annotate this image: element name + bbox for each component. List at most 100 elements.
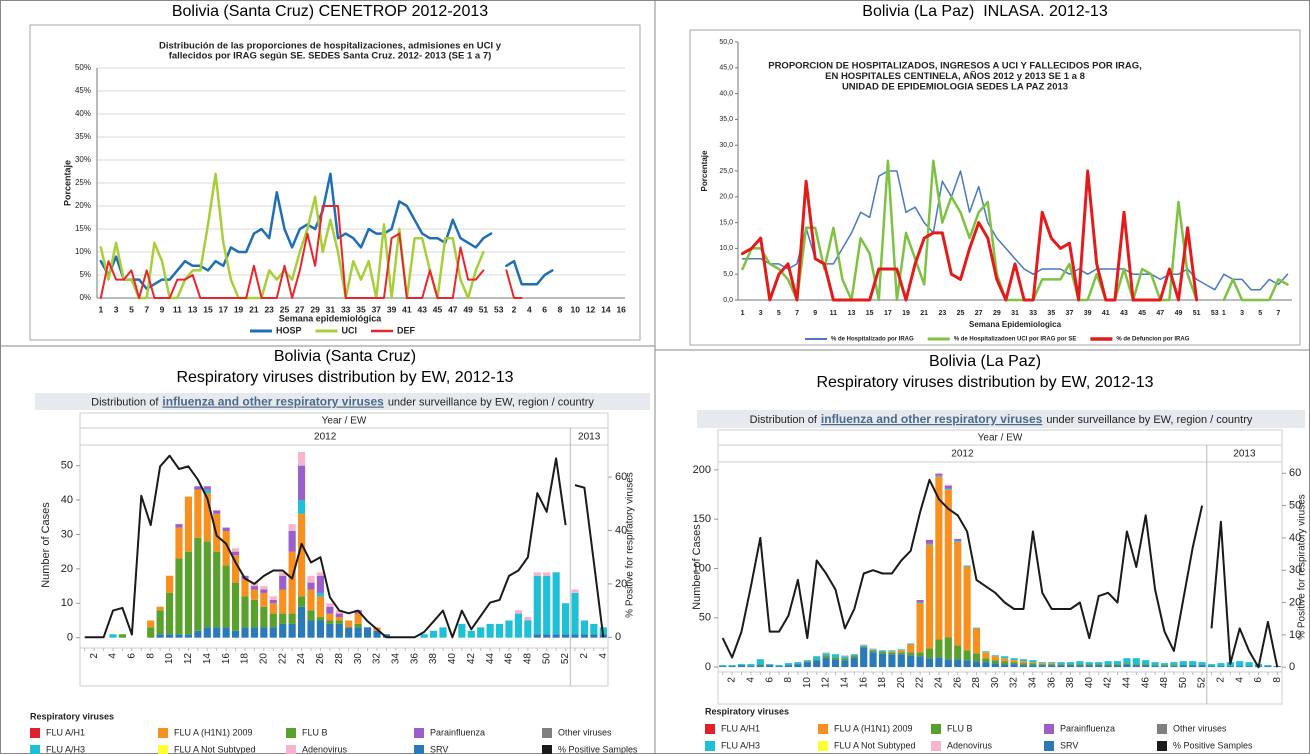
bar-segment <box>269 596 277 600</box>
bar-segment <box>1132 665 1140 668</box>
x-tick-label: 23 <box>264 304 274 314</box>
year-header <box>79 412 609 446</box>
y2-tick-label: 60 <box>1289 467 1301 479</box>
y2-tick-label: 20 <box>1289 596 1301 608</box>
bar-segment <box>1066 665 1075 668</box>
bar-segment <box>963 565 971 567</box>
x-tick-label: 25 <box>280 304 290 314</box>
bar-segment <box>203 486 211 490</box>
legend-swatch <box>705 724 715 734</box>
bar-segment <box>514 610 523 614</box>
section-label: 2013 <box>1233 449 1256 460</box>
x-tick-label: 44 <box>1122 677 1133 689</box>
bar-segment <box>1264 665 1272 667</box>
banner-link[interactable]: influenza and other respiratory viruses <box>821 412 1043 426</box>
bar-segment <box>345 627 353 638</box>
legend-swatch <box>30 745 40 754</box>
bar-segment <box>1198 665 1206 668</box>
x-tick-label: 43 <box>417 304 427 314</box>
bar-segment <box>1066 662 1075 665</box>
bar-segment <box>316 592 325 597</box>
x-tick-label: 4 <box>1234 677 1245 683</box>
x-tick-label: 9 <box>160 304 165 314</box>
bar-segment <box>184 634 193 638</box>
bar-segment <box>175 558 183 635</box>
bar-segment <box>1029 662 1037 664</box>
x-tick-label: 16 <box>221 653 232 665</box>
x-tick-label: 7 <box>144 304 149 314</box>
legend-label: % de Defuncion por IRAG <box>1116 337 1189 343</box>
bar-segment <box>972 627 981 629</box>
y-tick-label: 25% <box>75 178 91 187</box>
legend-swatch <box>818 741 828 751</box>
x-tick-label: 1 <box>98 304 103 314</box>
bar-segment <box>1207 666 1216 668</box>
bar-segment <box>184 496 193 552</box>
bar-segment <box>897 650 905 653</box>
bar-segment <box>307 589 315 611</box>
x-tick-label: 33 <box>341 304 351 314</box>
bar-segment <box>1001 661 1009 665</box>
bar-segment <box>860 645 868 647</box>
bar-segment <box>165 592 174 635</box>
bar-segment <box>954 538 962 541</box>
bar-segment <box>1029 665 1037 668</box>
bar-segment <box>1123 664 1131 668</box>
bar-segment <box>841 658 849 661</box>
bar-segment <box>963 660 971 668</box>
bar-segment <box>944 489 952 638</box>
bar-segment <box>860 646 868 648</box>
bar-segment <box>561 603 570 635</box>
bar-segment <box>1104 661 1112 665</box>
x-tick-label: 53 <box>494 304 504 314</box>
bar-segment <box>213 551 221 628</box>
x-tick-label: 7 <box>795 310 799 317</box>
legend-label: UCI <box>342 325 358 335</box>
bar-segment <box>728 666 736 668</box>
bar-segment <box>514 613 523 638</box>
bar-segment <box>935 476 943 640</box>
x-tick-label: 39 <box>387 304 397 314</box>
panel-heading: Bolivia (La Paz) INLASA. 2012-13 <box>862 3 1108 20</box>
bar-segment <box>841 656 849 659</box>
bar-segment <box>373 630 381 638</box>
bar-segment <box>580 620 589 635</box>
x-tick-label: 27 <box>295 304 305 314</box>
x-tick-label: 38 <box>428 653 439 665</box>
bar-segment <box>250 627 259 638</box>
x-tick-label: 18 <box>240 653 251 665</box>
banner-text-part: Distribution of <box>750 414 818 426</box>
bar-segment <box>1207 664 1216 667</box>
x-tick-label: 40 <box>447 653 458 665</box>
bar-segment <box>925 543 934 545</box>
bar-segment <box>147 620 155 628</box>
bar-segment <box>747 664 755 667</box>
bar-segment <box>203 493 211 542</box>
banner-link[interactable]: influenza and other respiratory viruses <box>162 395 384 409</box>
bar-segment <box>888 651 896 653</box>
bar-segment <box>831 657 840 660</box>
legend-label: Other viruses <box>1173 723 1227 733</box>
bar-segment <box>1217 663 1225 667</box>
x-tick-label: 40 <box>1084 677 1095 689</box>
bar-segment <box>869 650 877 653</box>
legend-label: % Positive Samples <box>558 744 638 754</box>
bar-segment <box>925 544 934 649</box>
bar-segment <box>1085 662 1093 665</box>
bar-segment <box>935 473 943 476</box>
y-tick-label: 45,0 <box>719 65 733 72</box>
bar-segment <box>925 539 934 544</box>
x-tick-label: 23 <box>938 310 946 317</box>
bar-segment <box>1048 664 1056 666</box>
x-tick-label: 24 <box>934 677 945 689</box>
bar-segment <box>831 654 840 658</box>
data-line <box>574 484 605 638</box>
x-tick-label: 21 <box>249 304 259 314</box>
bar-segment <box>165 575 174 593</box>
x-tick-label: 47 <box>1156 310 1164 317</box>
legend-label: FLU A/H1 <box>46 727 85 737</box>
y2-tick-label: 0 <box>1289 661 1295 673</box>
bar-segment <box>803 660 811 662</box>
bar-segment <box>279 623 287 638</box>
